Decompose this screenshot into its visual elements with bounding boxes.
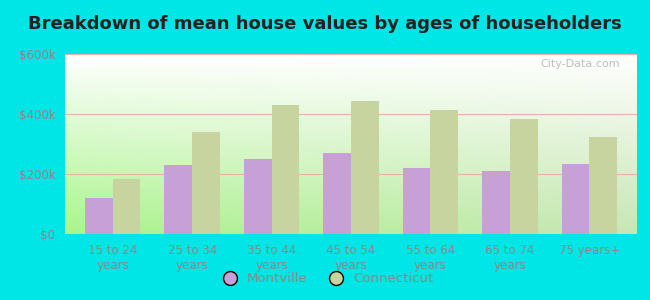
Bar [482,171,510,234]
Bar [192,132,220,234]
Bar [430,110,458,234]
Bar [351,100,379,234]
Legend: Montville, Connecticut: Montville, Connecticut [211,267,439,290]
Bar [272,105,300,234]
Text: City-Data.com: City-Data.com [540,59,620,69]
Bar [402,168,430,234]
Bar [164,165,192,234]
Bar [510,118,538,234]
Bar [112,178,140,234]
Bar [85,198,112,234]
Text: Breakdown of mean house values by ages of householders: Breakdown of mean house values by ages o… [28,15,622,33]
Bar [562,164,590,234]
Bar [590,136,617,234]
Bar [323,153,351,234]
Bar [244,159,272,234]
